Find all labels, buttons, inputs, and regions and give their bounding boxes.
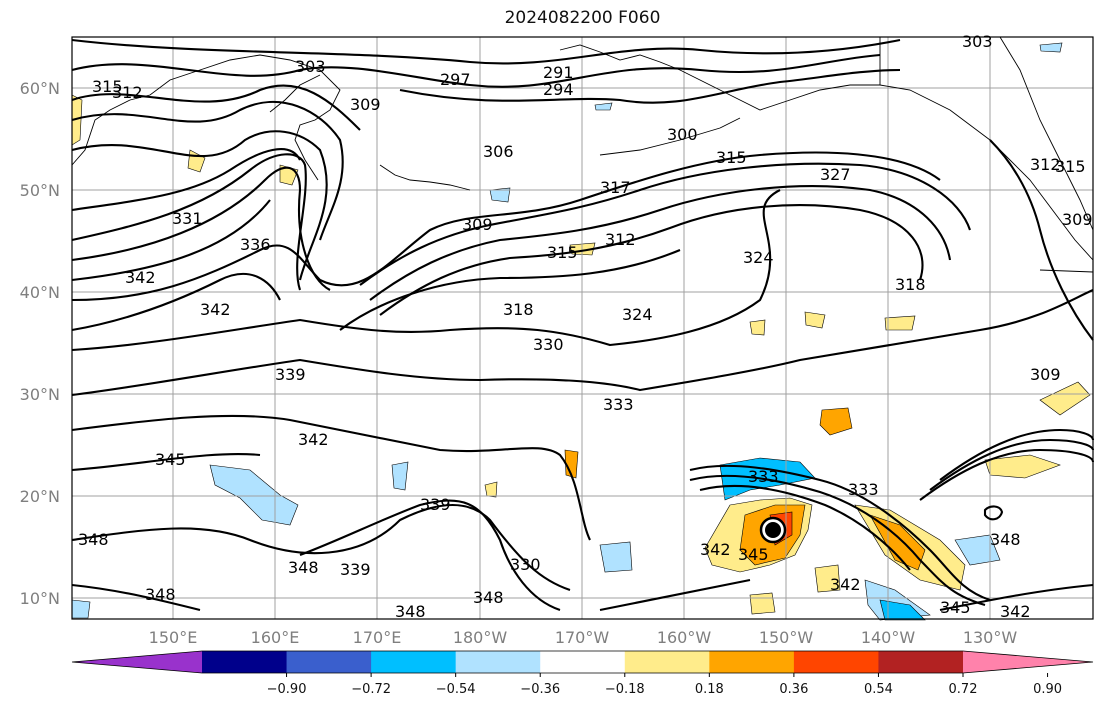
lon-label: 150°E — [149, 628, 198, 647]
map-title: 2024082200 F060 — [504, 8, 661, 28]
colorbar-segment — [540, 651, 626, 673]
longitude-labels: 150°E 160°E 170°E 180°W 170°W 160°W 150°… — [149, 628, 1018, 647]
contour-label: 318 — [895, 275, 926, 294]
contour-label: 327 — [820, 165, 851, 184]
contour-label: 348 — [288, 558, 319, 577]
contour-label: 312 — [112, 83, 143, 102]
lat-label: 10°N — [20, 589, 60, 608]
contour-label: 348 — [395, 602, 426, 621]
colorbar-segment — [793, 651, 879, 673]
contour-label: 309 — [1062, 210, 1093, 229]
contour-label: 330 — [533, 335, 564, 354]
lon-label: 170°W — [555, 628, 610, 647]
storm-center-marker — [759, 516, 787, 544]
latitude-labels: 60°N 50°N 40°N 30°N 20°N 10°N — [20, 79, 60, 608]
contour-label: 315 — [547, 243, 578, 262]
contour-label: 342 — [200, 300, 231, 319]
colorbar-tick-label: 0.54 — [864, 682, 893, 697]
colorbar-tick-label: −0.36 — [520, 682, 560, 697]
contour-label: 339 — [340, 560, 371, 579]
colorbar-tick-label: 0.90 — [1033, 682, 1062, 697]
contour-label: 345 — [155, 450, 186, 469]
colorbar-segment — [709, 651, 795, 673]
contour-label: 339 — [275, 365, 306, 384]
contour-label: 342 — [1000, 602, 1031, 621]
colorbar-tick-label: 0.18 — [695, 682, 724, 697]
colorbar-tick-label: 0.72 — [949, 682, 978, 697]
contour-label: 330 — [510, 555, 541, 574]
contour-label: 345 — [940, 598, 971, 617]
map-frame — [71, 36, 1094, 620]
contour-label: 348 — [78, 530, 109, 549]
lon-label: 160°W — [657, 628, 712, 647]
contour-label: 333 — [748, 467, 779, 486]
colorbar-segment — [371, 651, 457, 673]
contour-label: 297 — [440, 70, 471, 89]
contour-label: 315 — [1055, 157, 1086, 176]
contour-label: 318 — [503, 300, 534, 319]
contour-label-layer: 303 297 291 294 315 312 309 306 300 315 … — [78, 32, 1093, 621]
contour-label: 348 — [990, 530, 1021, 549]
contour-label: 306 — [483, 142, 514, 161]
contour-label: 303 — [962, 32, 993, 51]
contour-label: 331 — [172, 209, 203, 228]
contour-label: 312 — [1030, 155, 1061, 174]
contour-label: 345 — [738, 545, 769, 564]
lon-label: 180°W — [453, 628, 508, 647]
colorbar-tick-label: −0.54 — [436, 682, 476, 697]
contour-label: 336 — [240, 235, 271, 254]
lon-label: 150°W — [759, 628, 814, 647]
lon-label: 130°W — [963, 628, 1018, 647]
contour-label: 333 — [848, 480, 879, 499]
contour-label: 333 — [603, 395, 634, 414]
colorbar-segment — [455, 651, 541, 673]
contour-label: 348 — [145, 585, 176, 604]
lon-label: 140°W — [861, 628, 916, 647]
contour-label: 342 — [700, 540, 731, 559]
contour-label: 342 — [830, 575, 861, 594]
contour-label: 312 — [605, 230, 636, 249]
lat-label: 30°N — [20, 385, 60, 404]
colorbar-outline — [71, 650, 1094, 674]
colorbar-extend-high — [963, 651, 1093, 673]
colorbar-tick-label: 0.36 — [779, 682, 808, 697]
colorbar-segment — [624, 651, 710, 673]
contour-label: 315 — [716, 148, 747, 167]
contour-label: 309 — [1030, 365, 1061, 384]
colorbar-extend-low — [72, 651, 202, 673]
contour-label: 324 — [622, 305, 653, 324]
contour-label: 294 — [543, 80, 574, 99]
colorbar-tick-label: −0.72 — [351, 682, 391, 697]
contour-label: 339 — [420, 495, 451, 514]
contour-label: 303 — [295, 57, 326, 76]
lat-label: 60°N — [20, 79, 60, 98]
contour-lines — [71, 38, 1095, 612]
contour-label: 342 — [298, 430, 329, 449]
contour-label: 348 — [473, 588, 504, 607]
colorbar-segment — [286, 651, 372, 673]
lat-label: 20°N — [20, 487, 60, 506]
colorbar-tick-label: −0.90 — [267, 682, 307, 697]
contour-label: 291 — [543, 63, 574, 82]
contour-label: 315 — [92, 77, 123, 96]
colorbar-tick-label: −0.18 — [605, 682, 645, 697]
contour-label: 317 — [600, 178, 631, 197]
coastlines — [71, 36, 1094, 273]
contour-label: 309 — [350, 95, 381, 114]
lat-label: 50°N — [20, 181, 60, 200]
colorbar-segment — [878, 651, 964, 673]
contour-label: 324 — [743, 248, 774, 267]
colorbar-segment — [202, 651, 288, 673]
lon-label: 170°E — [353, 628, 402, 647]
contour-label: 300 — [667, 125, 698, 144]
colorbar: −0.90 −0.72 −0.54 −0.36 −0.18 0.18 0.36 0.54 0.7… — [71, 650, 1094, 697]
lat-label: 40°N — [20, 283, 60, 302]
contour-label: 342 — [125, 268, 156, 287]
lon-label: 160°E — [251, 628, 300, 647]
contour-label: 309 — [462, 215, 493, 234]
